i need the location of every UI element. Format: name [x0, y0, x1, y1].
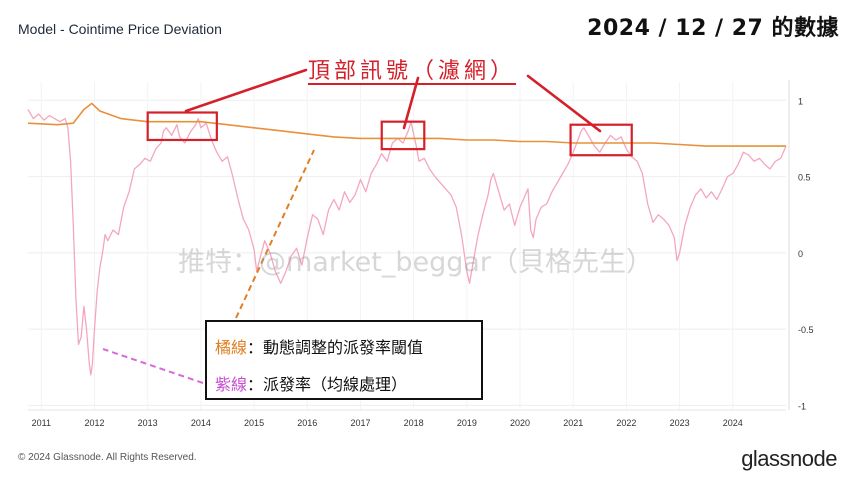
purple-dashed-pointer	[102, 348, 204, 384]
x-tick-label: 2021	[563, 418, 583, 428]
legend-row-purple: 紫線：派發率（均線處理）	[215, 371, 407, 395]
x-tick-label: 2022	[616, 418, 636, 428]
x-tick-label: 2024	[723, 418, 743, 428]
series-line-purple	[27, 109, 787, 376]
date-title: 2024 / 12 / 27 的數據	[587, 16, 839, 41]
x-tick-label: 2011	[32, 418, 51, 428]
legend-purple-text: ：派發率（均線處理）	[247, 375, 408, 394]
series-lines	[27, 102, 787, 376]
highlight-box	[569, 123, 633, 157]
red-arrow-line	[184, 68, 308, 113]
highlight-boxes	[146, 111, 633, 157]
orange-dashed-pointer	[235, 149, 315, 319]
x-tick-label: 2023	[670, 418, 690, 428]
y-tick-label: -1	[798, 401, 806, 411]
top-signal-label: 頂部訊號（濾網）	[308, 59, 517, 84]
x-tick-label: 2016	[297, 418, 317, 428]
red-arrow-line	[526, 74, 602, 133]
highlight-box	[380, 120, 426, 151]
legend-orange-text: ：動態調整的派發率閾值	[247, 338, 424, 357]
x-tick-label: 2014	[191, 418, 211, 428]
x-tick-label: 2012	[84, 418, 104, 428]
legend-row-orange: 橘線：動態調整的派發率閾值	[215, 334, 423, 358]
y-tick-label: -0.5	[798, 325, 814, 335]
x-tick-label: 2015	[244, 418, 264, 428]
x-tick-label: 2018	[404, 418, 424, 428]
glassnode-logo: glassnode	[741, 446, 837, 471]
legend-purple-key: 紫線	[215, 375, 248, 394]
annotation-arrows	[102, 68, 602, 384]
y-tick-label: 1	[798, 96, 803, 106]
watermark: 推特：@market_beggar（貝格先生）	[178, 247, 653, 278]
x-axis-ticks: 2011 2012 2013 2014 2015 2016 2017 2018 2019 2020…	[32, 418, 743, 428]
red-arrow-line	[402, 76, 420, 130]
x-tick-label: 2017	[350, 418, 370, 428]
highlight-box	[146, 111, 218, 142]
chart-title: Model - Cointime Price Deviation	[18, 21, 222, 37]
x-tick-label: 2019	[457, 418, 477, 428]
legend-box: 橘線：動態調整的派發率閾值 紫線：派發率（均線處理）	[205, 320, 483, 400]
x-tick-label: 2013	[138, 418, 158, 428]
legend-orange-key: 橘線	[215, 338, 248, 357]
series-line-orange	[27, 102, 786, 147]
y-axis-ticks: 1 0.5 0 -0.5 -1	[798, 96, 814, 411]
y-tick-label: 0	[798, 249, 803, 259]
copyright: © 2024 Glassnode. All Rights Reserved.	[18, 452, 197, 463]
y-tick-label: 0.5	[798, 173, 811, 183]
x-tick-label: 2020	[510, 418, 530, 428]
